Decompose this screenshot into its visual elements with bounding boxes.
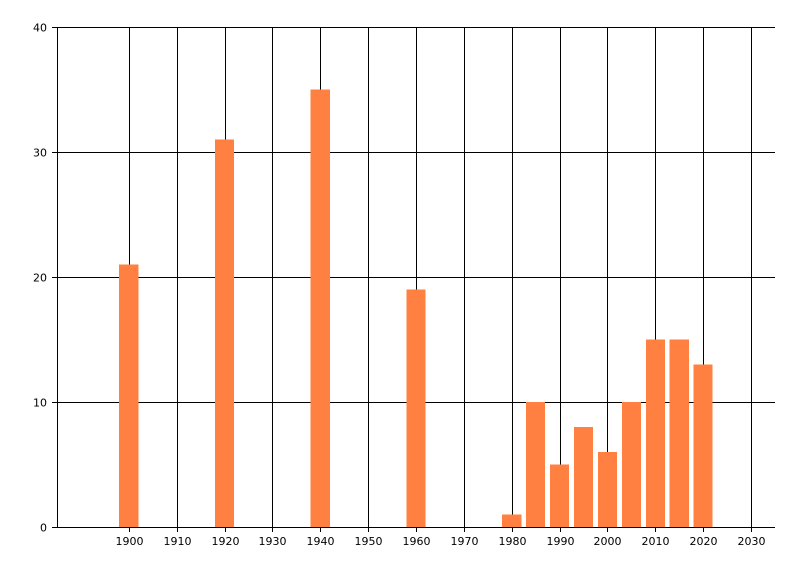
x-tick-label: 1970 — [451, 535, 479, 548]
y-tick-label: 10 — [33, 397, 47, 410]
x-tick-label: 2000 — [594, 535, 622, 548]
x-tick-label: 1950 — [355, 535, 383, 548]
x-tick-label: 1980 — [499, 535, 527, 548]
y-tick-label: 20 — [33, 272, 47, 285]
bar-1985 — [526, 402, 546, 527]
bar-2010 — [645, 339, 665, 527]
bar-1940 — [310, 89, 330, 527]
bars — [119, 89, 713, 527]
bar-1980 — [502, 514, 522, 527]
x-tick-label: 2020 — [690, 535, 718, 548]
x-tick-label: 1900 — [116, 535, 144, 548]
x-tick-label: 1910 — [164, 535, 192, 548]
x-tick-label: 2010 — [642, 535, 670, 548]
x-tick-label: 2030 — [738, 535, 766, 548]
bar-1960 — [406, 289, 426, 527]
bar-1995 — [574, 427, 594, 527]
bar-2020 — [693, 364, 713, 527]
x-tick-label: 1960 — [403, 535, 431, 548]
bar-1900 — [119, 264, 139, 527]
y-tick-label: 0 — [40, 522, 47, 535]
x-tick-label: 1940 — [307, 535, 335, 548]
y-tick-labels: 0 10 20 30 40 — [33, 22, 47, 535]
y-tick-label: 30 — [33, 147, 47, 160]
grid — [57, 27, 775, 528]
bar-1920 — [215, 139, 235, 527]
y-tick-label: 40 — [33, 22, 47, 35]
bar-2005 — [621, 402, 641, 527]
axes — [52, 27, 775, 532]
x-tick-label: 1990 — [547, 535, 575, 548]
bar-1990 — [550, 464, 570, 527]
bar-2015 — [669, 339, 689, 527]
x-tick-labels: 1900 1910 1920 1930 1940 1950 1960 1970 1980 1990… — [116, 535, 766, 548]
x-tick-label: 1920 — [212, 535, 240, 548]
x-tick-label: 1930 — [259, 535, 287, 548]
bar-2000 — [597, 452, 617, 527]
